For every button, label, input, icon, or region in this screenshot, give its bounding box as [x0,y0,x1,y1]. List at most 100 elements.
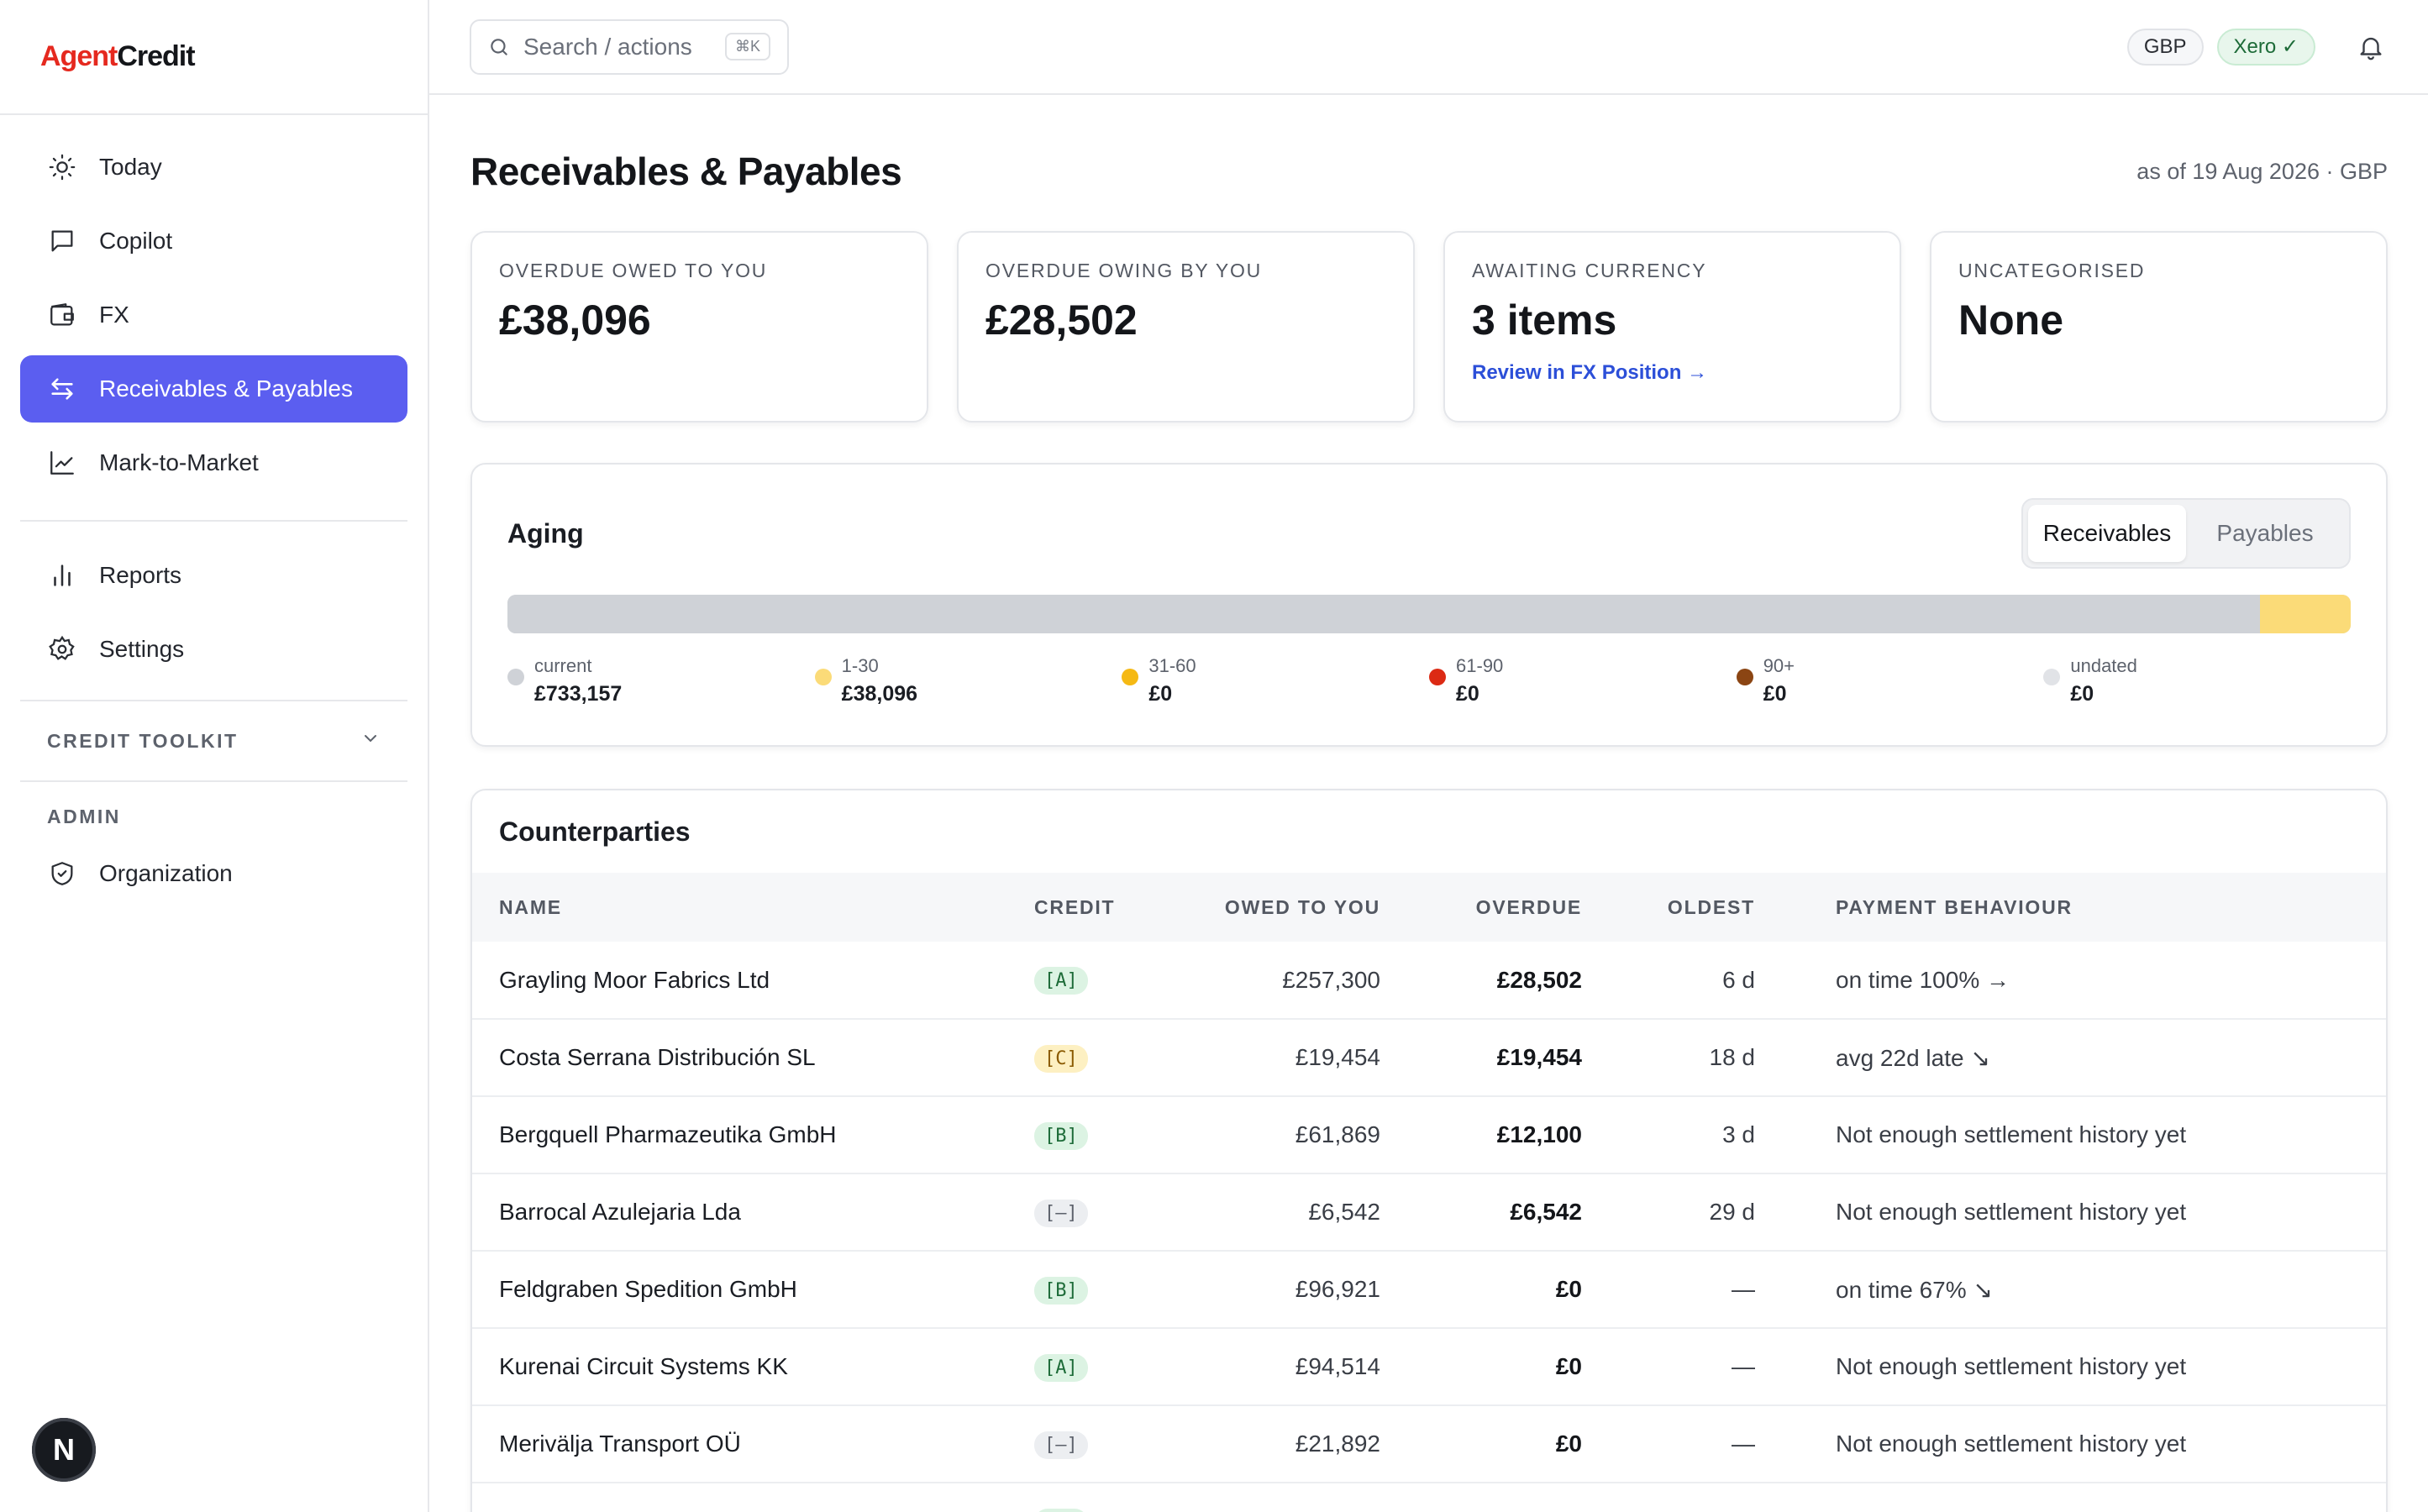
counterparties-table: NAME CREDIT OWED TO YOU OVERDUE OLDEST P… [472,873,2386,1512]
chat-icon [47,226,77,256]
bell-icon[interactable] [2354,30,2388,64]
cell-payment-behaviour: on time 100% → [1809,942,2386,1020]
legend-dot [814,669,832,685]
cell-credit: [A] [1007,1328,1192,1406]
cell-overdue: £19,454 [1434,1019,1636,1097]
search-input[interactable]: Search / actions ⌘K [470,18,789,75]
cell-owed: £6,542 [1192,1173,1434,1252]
cell-name[interactable]: Merivälja Transport OÜ [472,1405,1007,1483]
legend-text: undated £0 [2070,655,2137,706]
review-fx-link[interactable]: Review in FX Position → [1472,361,1708,384]
legend-label: 1-30 [841,655,879,676]
legend-dot [1736,669,1753,685]
sidebar-item-copilot[interactable]: Copilot [20,207,407,275]
sidebar-item-reports[interactable]: Reports [20,542,407,609]
aging-title: Aging [507,518,584,549]
sidebar-item-today[interactable]: Today [20,134,407,201]
credit-toolkit-toggle[interactable]: CREDIT TOOLKIT [20,711,407,770]
cell-name[interactable]: Grauteck Feinmechanik AG [472,1483,1007,1512]
tab-receivables[interactable]: Receivables [2028,505,2186,562]
cell-overdue: £0 [1434,1251,1636,1329]
table-row[interactable]: Barrocal Azulejaria Lda [—] £6,542 £6,542 29… [472,1173,2386,1252]
cell-credit: [—] [1007,1405,1192,1483]
table-row[interactable]: Kurenai Circuit Systems KK [A] £94,514 £0— N… [472,1328,2386,1406]
table-row[interactable]: Bergquell Pharmazeutika GmbH [B] £61,869 £1… [472,1096,2386,1174]
sidebar-item-label: Reports [99,562,182,588]
cell-credit: [B] [1007,1483,1192,1512]
cell-name[interactable]: Bergquell Pharmazeutika GmbH [472,1096,1007,1174]
sidebar-item-mark-to-market[interactable]: Mark-to-Market [20,429,407,496]
user-avatar[interactable]: N [32,1418,96,1482]
sidebar-item-label: Today [99,154,162,180]
aging-bar-segment [507,595,2260,633]
cell-credit: [A] [1007,942,1192,1020]
sidebar-item-receivables-payables[interactable]: Receivables & Payables [20,355,407,423]
legend-label: current [534,655,592,676]
cell-overdue: £0 [1434,1405,1636,1483]
cell-credit: [C] [1007,1019,1192,1097]
cell-owed: £83,425 [1192,1483,1434,1512]
cell-credit: [B] [1007,1251,1192,1329]
currency-pill[interactable]: GBP [2126,28,2204,66]
col-payment-behaviour[interactable]: PAYMENT BEHAVIOUR [1836,895,2073,918]
col-credit[interactable]: CREDIT [1034,895,1116,918]
cell-owed: £257,300 [1192,942,1434,1020]
kpi-value: £38,096 [499,297,651,344]
main-content: Receivables & Payables as of 19 Aug 2026… [470,95,2388,1512]
bar-chart-icon [47,560,77,591]
cell-oldest: 3 d [1636,1096,1809,1174]
counterparties-card: Counterparties NAME CREDIT OWED TO YOU O… [470,789,2388,1512]
col-name[interactable]: NAME [499,895,562,918]
cell-name[interactable]: Barrocal Azulejaria Lda [472,1173,1007,1252]
cell-oldest: 18 d [1636,1019,1809,1097]
table-row[interactable]: Costa Serrana Distribución SL [C] £19,454 £… [472,1019,2386,1097]
aging-legend-item: 61-90 £0 [1429,655,1737,706]
legend-label: 31-60 [1148,655,1196,676]
credit-grade-badge: [B] [1034,1276,1088,1305]
sun-icon [47,152,77,182]
nav-divider [20,780,407,782]
sidebar-item-organization[interactable]: Organization [20,840,407,907]
nav-divider [20,700,407,701]
cell-name[interactable]: Feldgraben Spedition GmbH [472,1251,1007,1329]
table-row[interactable]: Merivälja Transport OÜ [—] £21,892 £0— Not e… [472,1405,2386,1483]
tab-payables[interactable]: Payables [2216,520,2314,546]
app-logo[interactable]: Agent Credit [0,0,428,115]
as-of-date: as of 19 Aug 2026 · GBP [2136,158,2388,184]
col-oldest[interactable]: OLDEST [1667,895,1755,918]
col-owed[interactable]: OWED TO YOU [1224,895,1380,918]
table-row[interactable]: Feldgraben Spedition GmbH [B] £96,921 £0— on… [472,1251,2386,1329]
legend-text: 31-60 £0 [1148,655,1196,706]
arrows-icon [47,374,77,404]
xero-status-pill[interactable]: Xero ✓ [2216,28,2315,66]
sidebar-item-settings[interactable]: Settings [20,616,407,683]
nav-divider [20,520,407,522]
aging-legend-item: 31-60 £0 [1122,655,1429,706]
table-row[interactable]: Grauteck Feinmechanik AG [B] £83,425£0—Not… [472,1483,2386,1512]
title-row: Receivables & Payables as of 19 Aug 2026… [470,95,2388,231]
cell-name[interactable]: Costa Serrana Distribución SL [472,1019,1007,1097]
cell-overdue: £0 [1434,1328,1636,1406]
cell-payment-behaviour: Not enough settlement history yet [1809,1328,2386,1406]
cell-name[interactable]: Grayling Moor Fabrics Ltd [472,942,1007,1020]
sidebar-item-fx[interactable]: FX [20,281,407,349]
kpi-cards: OVERDUE OWED TO YOU £38,096 OVERDUE OWIN… [470,231,2388,423]
kpi-value: £28,502 [985,297,1138,344]
kpi-label: UNCATEGORISED [1958,260,2146,281]
credit-grade-badge: [C] [1034,1044,1088,1073]
col-overdue[interactable]: OVERDUE [1475,895,1582,918]
legend-dot [1122,669,1139,685]
chevron-down-icon [360,728,381,753]
credit-grade-badge: [B] [1034,1508,1088,1512]
legend-text: 61-90 £0 [1456,655,1503,706]
table-row[interactable]: Grayling Moor Fabrics Ltd [A] £257,300 £28,… [472,942,2386,1020]
credit-toolkit-label: CREDIT TOOLKIT [47,729,239,752]
cell-oldest: — [1636,1328,1809,1406]
kpi-card-overdue-owing: OVERDUE OWING BY YOU £28,502 [957,231,1415,423]
counterparties-table-body: Grayling Moor Fabrics Ltd [A] £257,300 £28,… [472,942,2386,1512]
cell-name[interactable]: Kurenai Circuit Systems KK [472,1328,1007,1406]
credit-grade-badge: [—] [1034,1199,1088,1227]
page-title: Receivables & Payables [470,150,902,193]
credit-grade-badge: [A] [1034,1353,1088,1382]
cell-oldest: 29 d [1636,1173,1809,1252]
